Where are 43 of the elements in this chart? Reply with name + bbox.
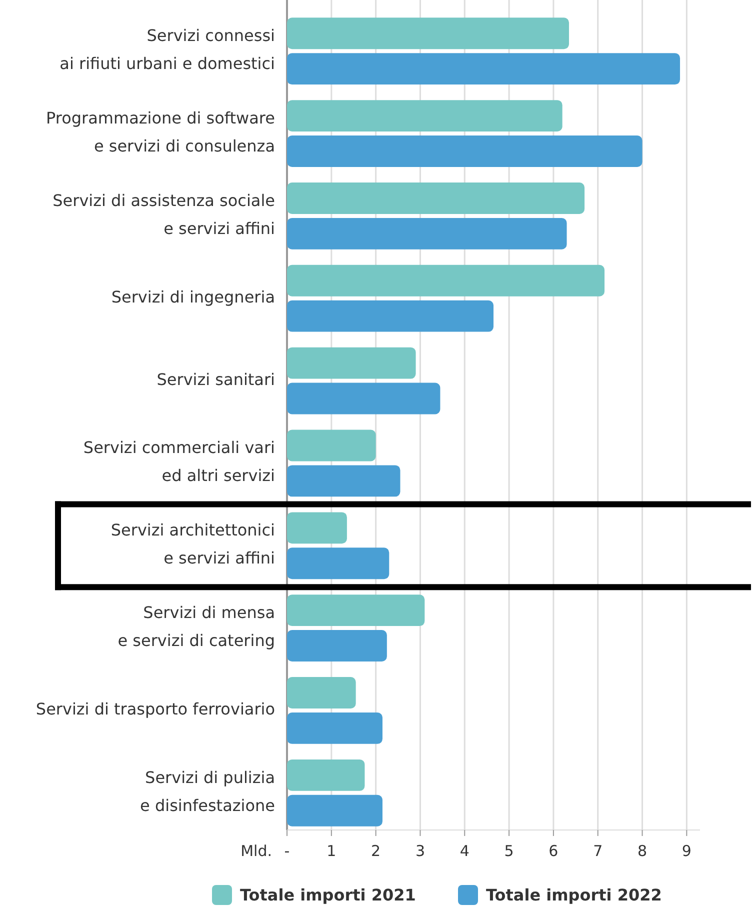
y-tick-label: Servizi architettonici e servizi affini [110, 521, 275, 568]
legend-label: Totale importi 2021 [240, 885, 416, 904]
legend-label: Totale importi 2022 [486, 885, 662, 904]
bar [287, 182, 585, 214]
bar [287, 18, 569, 50]
bar [287, 630, 387, 662]
y-tick-label: Servizi di ingegneria [111, 288, 275, 307]
bar [287, 759, 365, 791]
y-tick-label: Servizi connessi ai rifiuti urbani e domestici [60, 26, 275, 74]
bar [287, 512, 347, 544]
x-tick-label: 5 [504, 842, 514, 860]
x-axis-title: Mld. [240, 842, 272, 860]
bar [287, 218, 567, 250]
y-tick-label: Servizi di assistenza sociale e servizi affini [52, 191, 275, 238]
bar [287, 677, 356, 708]
bar [287, 136, 642, 167]
bar [287, 264, 605, 296]
y-tick-label: Servizi di mensa e servizi di catering [118, 603, 275, 650]
bar [287, 53, 680, 85]
y-tick-label: Servizi di pulizia e disinfestazione [140, 768, 275, 816]
y-tick-label: Servizi commerciali vari ed altri servizi [83, 438, 275, 486]
bar [287, 347, 416, 379]
bar [287, 100, 562, 132]
bar [287, 712, 382, 744]
bar [287, 594, 425, 626]
bar [287, 548, 390, 580]
x-tick-label: 6 [548, 842, 558, 860]
x-tick-label: 3 [415, 842, 425, 860]
x-tick-label: 4 [460, 842, 470, 860]
bar [287, 300, 494, 332]
y-tick-label: Servizi di trasporto ferroviario [36, 700, 275, 719]
y-tick-label: Programmazione di software e servizi di consulenza [46, 108, 275, 156]
x-tick-label: 9 [682, 842, 692, 860]
bar [287, 382, 440, 414]
x-tick-label: 8 [637, 842, 648, 860]
x-tick-label: - [284, 842, 290, 860]
x-tick-label: 2 [371, 842, 381, 860]
x-tick-label: 1 [326, 842, 336, 860]
bar [287, 794, 382, 826]
bar [287, 430, 376, 462]
x-tick-label: 7 [593, 842, 603, 860]
bar [287, 465, 400, 497]
y-tick-label: Servizi sanitari [156, 370, 275, 390]
